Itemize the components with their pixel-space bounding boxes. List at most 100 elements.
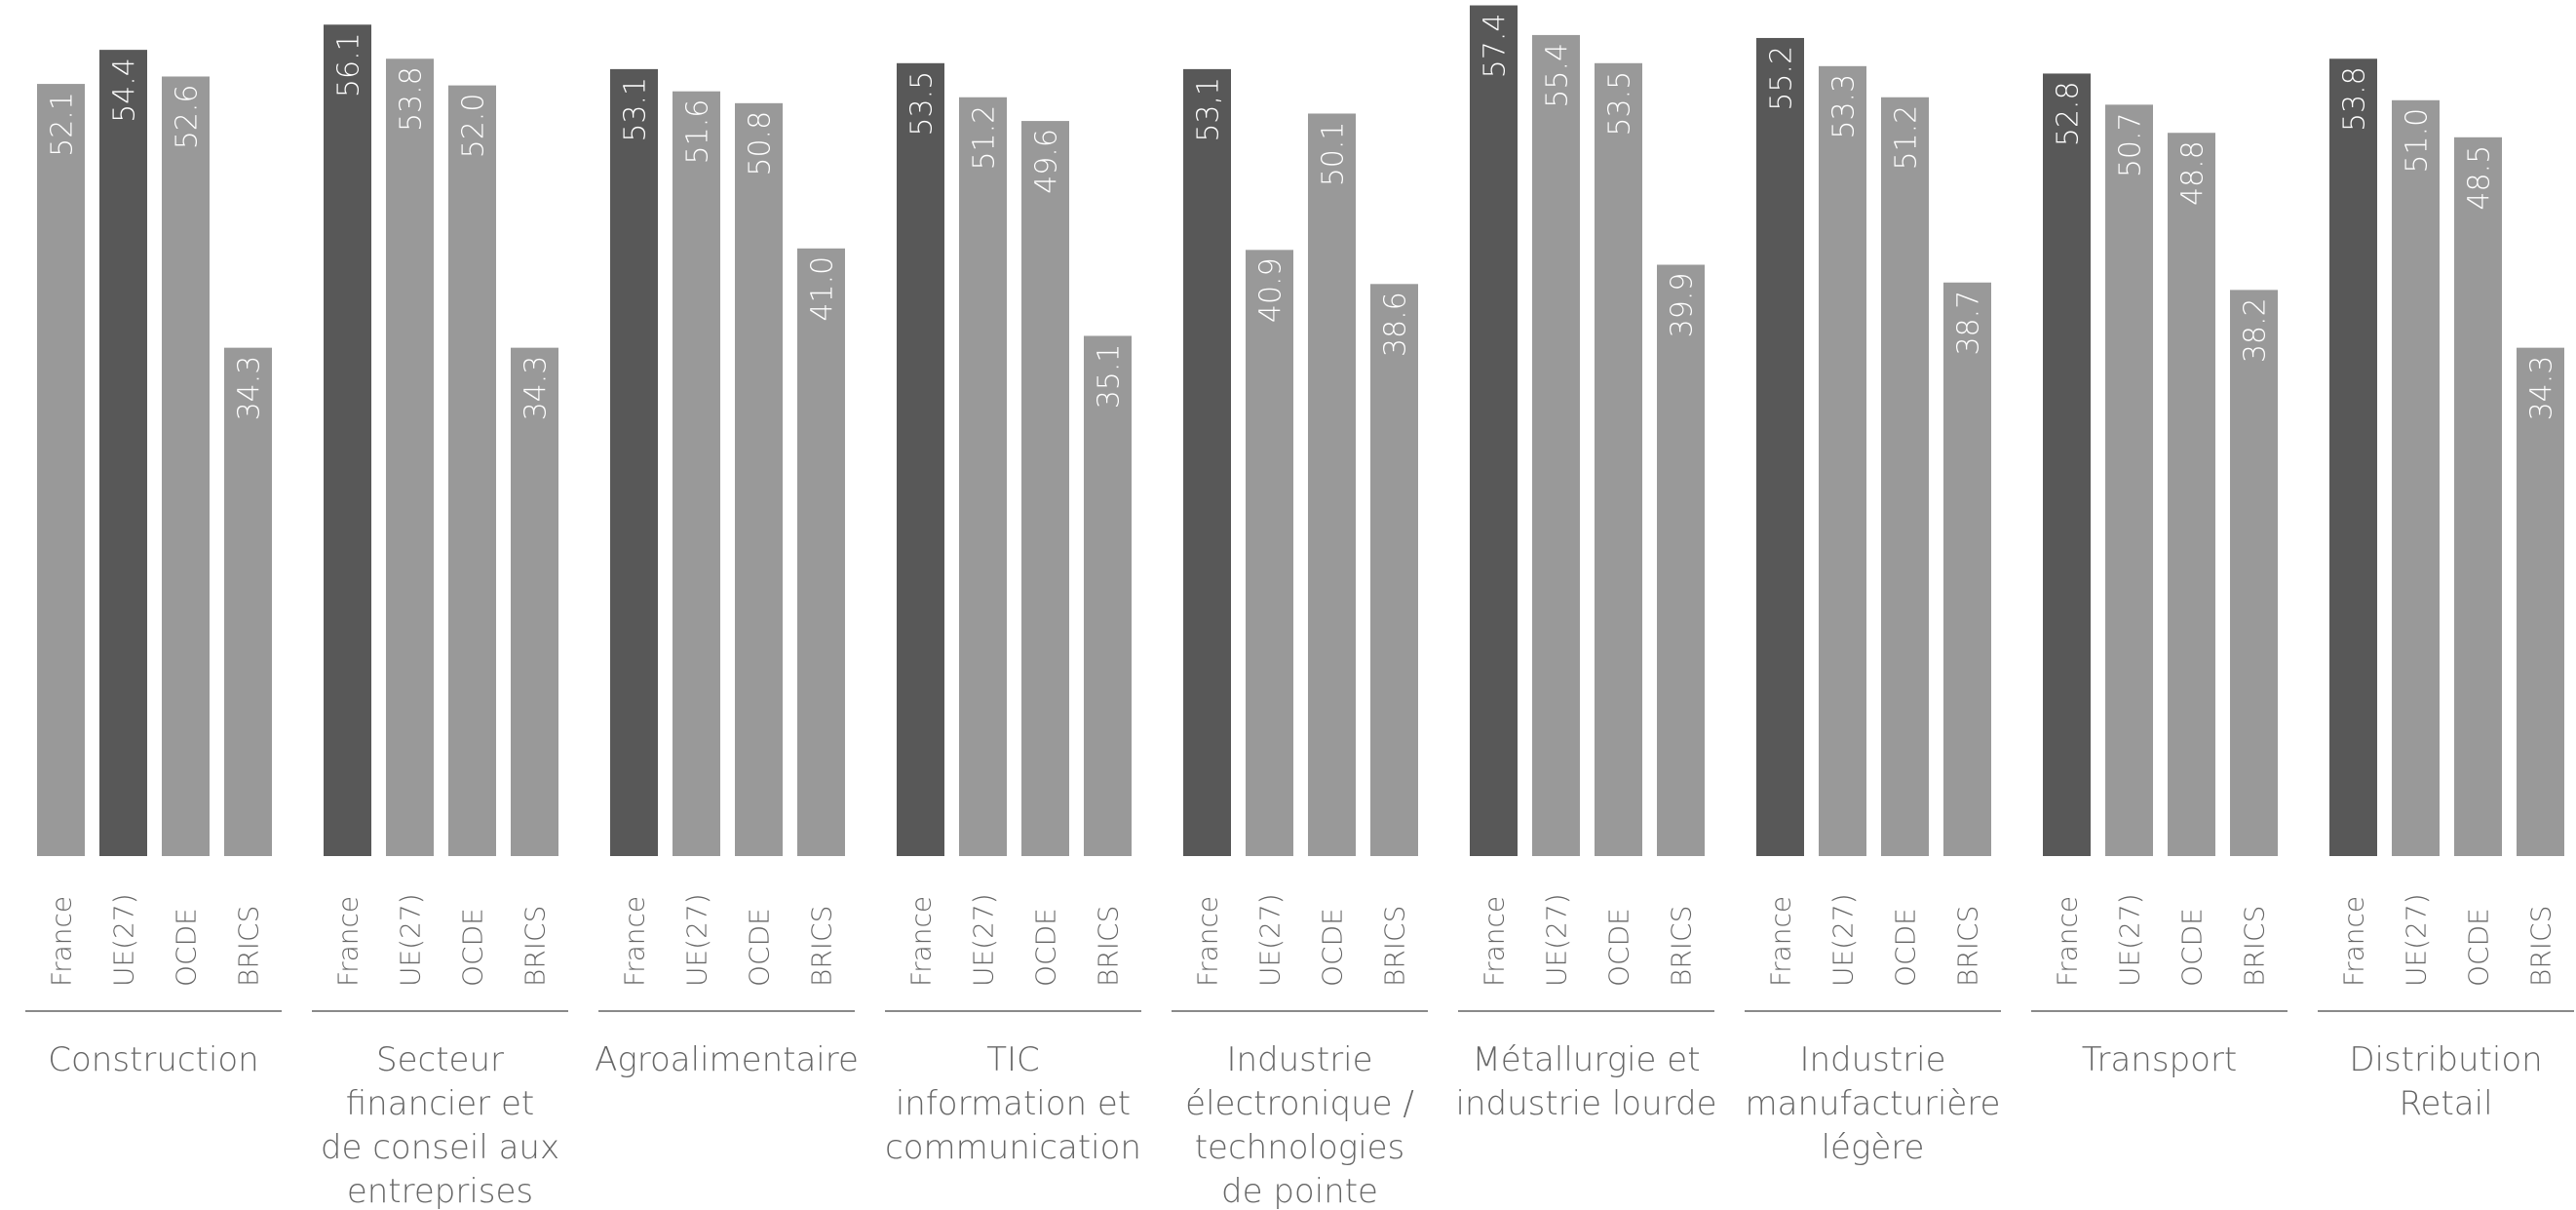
group-label-line: TIC [986,1040,1040,1079]
series-label-industrie-manufacturiere-legere-france: France [1765,896,1797,987]
bar-industrie-manufacturiere-legere-ue-27 [1819,65,1866,857]
group-label-tic-information-et-communication: TIC information et communication [885,1040,1141,1167]
bar-transport-ocde [2168,133,2215,857]
series-label-secteur-financier-et-de-conseil-aux-entreprises-france: France [332,896,365,987]
bar-agroalimentaire-brics [797,248,845,857]
bar-transport-france [2043,73,2091,856]
bar-distribution-retail-ue-27 [2392,99,2440,857]
value-label-tic-information-et-communication-brics: 35.1 [1093,343,1127,409]
bar-distribution-retail-ocde [2454,137,2502,857]
bar-industrie-manufacturiere-legere-ocde [1881,97,1929,856]
group-label-line: Secteur [376,1040,504,1079]
value-label-distribution-retail-france: 53.8 [2338,66,2372,132]
value-label-construction-ocde: 52.6 [171,84,205,149]
group-label-line: légère [1822,1128,1925,1167]
value-label-secteur-financier-et-de-conseil-aux-entreprises-brics: 34.3 [519,356,554,421]
group-label-line: entreprises [347,1172,533,1210]
series-label-construction-ocde: OCDE [171,908,203,987]
series-label-industrie-manufacturiere-legere-brics: BRICS [1952,906,1984,987]
bar-secteur-financier-et-de-conseil-aux-entreprises-france [324,24,371,856]
bar-tic-information-et-communication-ue-27 [959,97,1007,856]
series-label-distribution-retail-ocde: OCDE [2463,908,2495,987]
bar-distribution-retail-brics [2517,347,2564,856]
value-label-tic-information-et-communication-france: 53.5 [905,71,940,137]
series-label-transport-ocde: OCDE [2176,908,2209,987]
bar-transport-ue-27 [2105,104,2153,857]
series-label-tic-information-et-communication-brics: BRICS [1093,906,1125,987]
series-label-industrie-electronique-technologies-de-pointe-ue-27: UE(27) [1254,893,1287,987]
bar-construction-ocde [162,76,210,857]
value-label-transport-ocde: 48.8 [2176,140,2211,206]
series-label-industrie-manufacturiere-legere-ue-27: UE(27) [1827,893,1860,987]
series-label-construction-brics: BRICS [233,906,265,987]
value-label-industrie-manufacturiere-legere-brics: 38.7 [1952,291,1986,356]
group-label-industrie-manufacturiere-legere: Industrie manufacturière légère [1746,1040,2001,1167]
group-label-line: Transport [2082,1040,2238,1079]
bar-transport-brics [2230,290,2278,856]
series-label-industrie-electronique-technologies-de-pointe-ocde: OCDE [1317,908,1349,987]
series-label-distribution-retail-ue-27: UE(27) [2401,893,2433,987]
group-label-line: Métallurgie et [1472,1040,1700,1079]
series-label-secteur-financier-et-de-conseil-aux-entreprises-ocde: OCDE [457,908,489,987]
series-label-construction-france: France [46,896,78,987]
value-label-industrie-electronique-technologies-de-pointe-ocde: 50.1 [1317,121,1351,186]
bar-industrie-electronique-technologies-de-pointe-brics [1370,284,1418,856]
value-label-metallurgie-et-industrie-lourde-ue-27: 55.4 [1541,43,1575,108]
bar-metallurgie-et-industrie-lourde-ocde [1595,62,1642,857]
group-label-distribution-retail: Distribution Retail [2349,1040,2542,1123]
group-label-line: technologies [1195,1128,1405,1167]
group-label-line: de conseil aux [321,1128,559,1167]
series-label-tic-information-et-communication-ocde: OCDE [1030,908,1062,987]
value-label-construction-ue-27: 54.4 [108,58,142,123]
value-label-transport-france: 52.8 [2052,81,2086,146]
value-label-industrie-manufacturiere-legere-ocde: 51.2 [1890,105,1924,171]
series-label-metallurgie-et-industrie-lourde-ocde: OCDE [1603,908,1635,987]
value-label-industrie-electronique-technologies-de-pointe-ue-27: 40.9 [1254,257,1288,323]
group-label-line: Retail [2399,1084,2492,1123]
bar-secteur-financier-et-de-conseil-aux-entreprises-ocde [448,85,496,857]
series-label-industrie-electronique-technologies-de-pointe-brics: BRICS [1379,906,1411,987]
value-label-distribution-retail-ocde: 48.5 [2463,145,2497,211]
group-label-line: industrie lourde [1456,1084,1717,1123]
value-label-industrie-manufacturiere-legere-ue-27: 53.3 [1827,74,1862,139]
value-label-industrie-manufacturiere-legere-france: 55.2 [1765,46,1799,111]
bar-construction-ue-27 [99,50,147,857]
bar-metallurgie-et-industrie-lourde-brics [1657,264,1705,856]
bar-industrie-electronique-technologies-de-pointe-ue-27 [1246,250,1293,856]
bar-industrie-electronique-technologies-de-pointe-france [1183,68,1231,856]
series-label-agroalimentaire-brics: BRICS [806,906,838,987]
bar-industrie-manufacturiere-legere-brics [1943,282,1991,856]
series-label-distribution-retail-france: France [2338,896,2370,987]
value-label-tic-information-et-communication-ocde: 49.6 [1030,129,1064,194]
value-label-industrie-electronique-technologies-de-pointe-brics: 38.6 [1379,292,1413,357]
value-label-secteur-financier-et-de-conseil-aux-entreprises-ocde: 52.0 [457,94,491,159]
bar-tic-information-et-communication-ocde [1021,121,1069,856]
series-label-metallurgie-et-industrie-lourde-ue-27: UE(27) [1541,893,1573,987]
value-label-transport-brics: 38.2 [2239,297,2273,363]
bar-industrie-manufacturiere-legere-france [1756,37,1804,856]
value-label-transport-ue-27: 50.7 [2114,112,2148,177]
value-label-agroalimentaire-france: 53.1 [619,77,653,142]
bar-secteur-financier-et-de-conseil-aux-entreprises-ue-27 [386,59,434,857]
group-label-line: Industrie [1799,1040,1945,1079]
value-label-metallurgie-et-industrie-lourde-brics: 39.9 [1666,273,1700,338]
bar-agroalimentaire-france [610,68,658,856]
value-label-metallurgie-et-industrie-lourde-france: 57.4 [1479,14,1513,79]
series-label-agroalimentaire-ue-27: UE(27) [681,893,713,987]
value-label-tic-information-et-communication-ue-27: 51.2 [968,105,1002,171]
bar-industrie-electronique-technologies-de-pointe-ocde [1308,113,1356,857]
group-label-line: Industrie [1226,1040,1372,1079]
value-label-distribution-retail-brics: 34.3 [2525,356,2559,421]
bar-metallurgie-et-industrie-lourde-france [1470,5,1518,856]
series-label-transport-brics: BRICS [2239,906,2271,987]
series-label-transport-france: France [2052,896,2084,987]
series-label-metallurgie-et-industrie-lourde-brics: BRICS [1666,906,1698,987]
series-label-distribution-retail-brics: BRICS [2525,906,2557,987]
value-label-agroalimentaire-brics: 41.0 [806,256,840,322]
series-label-metallurgie-et-industrie-lourde-france: France [1479,896,1511,987]
group-label-line: électronique / [1185,1084,1414,1123]
value-label-distribution-retail-ue-27: 51.0 [2401,108,2435,174]
group-label-line: Agroalimentaire [595,1040,859,1079]
series-label-construction-ue-27: UE(27) [108,893,140,987]
